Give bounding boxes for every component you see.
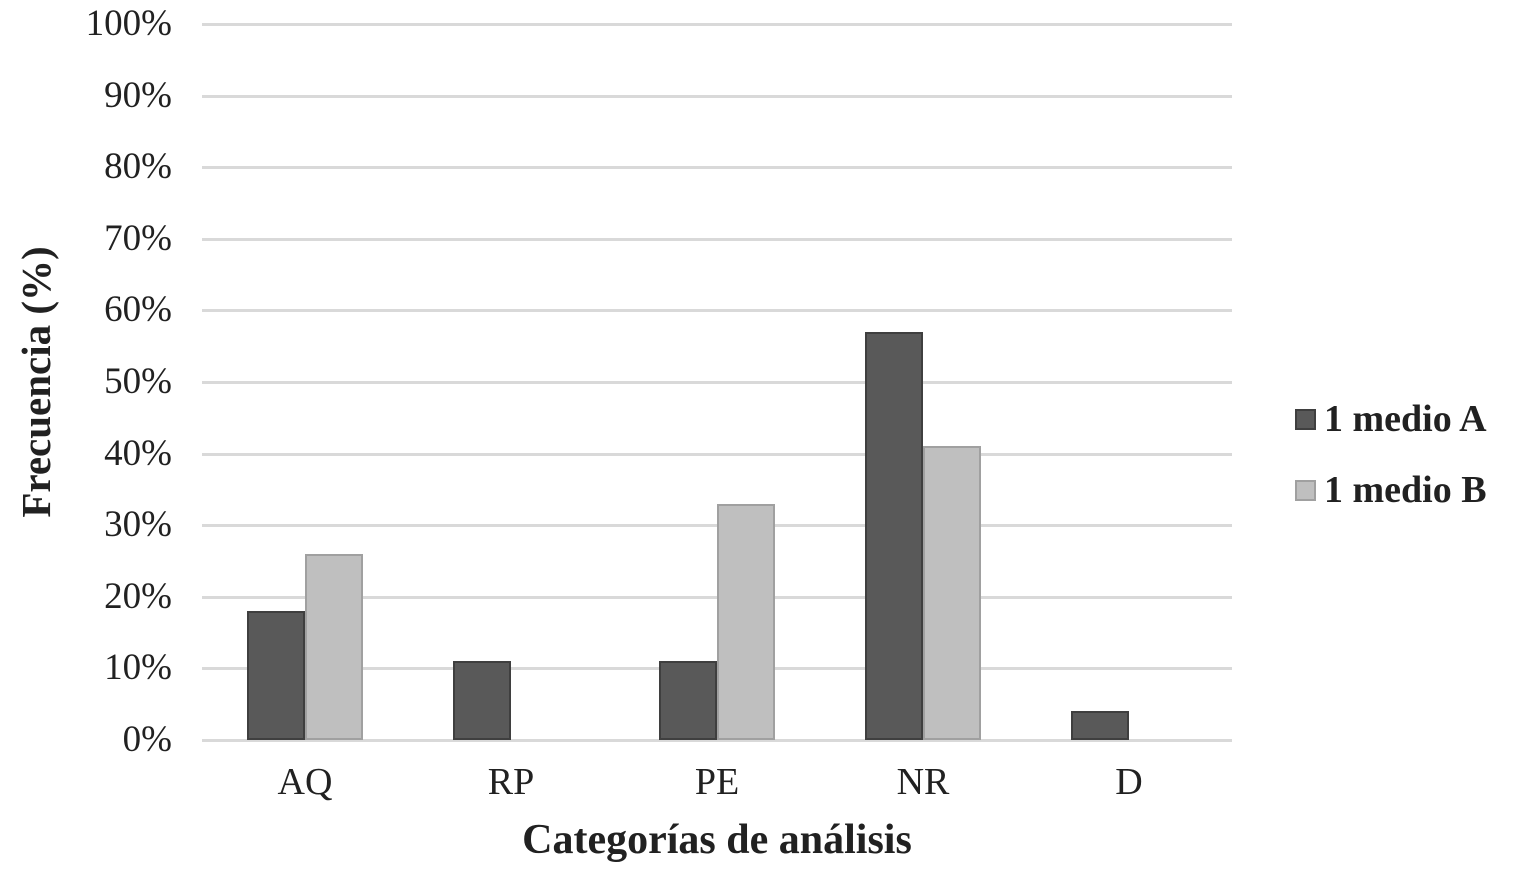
bar-NR-series-a [865,332,923,740]
gridline-90 [202,95,1232,98]
gridline-70 [202,238,1232,241]
bar-NR-series-b [923,446,981,740]
y-tick-label-60: 60% [104,289,172,330]
bar-RP-series-a [453,661,511,740]
legend-label-series-a: 1 medio A [1324,398,1487,440]
x-category-label-D: D [1115,761,1143,803]
gridline-40 [202,453,1232,456]
x-category-label-NR: NR [896,761,950,803]
y-tick-label-10: 10% [104,647,172,688]
y-tick-label-70: 70% [104,218,172,259]
bar-PE-series-b [717,504,775,740]
gridline-50 [202,381,1232,384]
gridline-0 [202,739,1232,742]
bar-PE-series-a [659,661,717,740]
x-category-label-PE: PE [694,761,740,803]
legend-entry-series-a: 1 medio A [1295,397,1487,441]
legend-label-series-b: 1 medio B [1324,469,1487,511]
x-category-label-AQ: AQ [277,761,333,803]
bar-D-series-a [1071,711,1129,740]
gridline-60 [202,309,1232,312]
y-tick-label-80: 80% [104,146,172,187]
x-axis-title: Categorías de análisis [522,817,912,863]
y-tick-label-30: 30% [104,504,172,545]
y-tick-label-100: 100% [85,3,172,44]
legend-entry-series-b: 1 medio B [1295,468,1487,512]
bar-AQ-series-a [247,611,305,740]
gridline-80 [202,166,1232,169]
bar-AQ-series-b [305,554,363,740]
y-tick-label-90: 90% [104,75,172,116]
plot-area [202,23,1232,742]
y-tick-label-20: 20% [104,576,172,617]
gridline-100 [202,23,1232,26]
legend-swatch-series-b [1295,479,1316,501]
y-axis-tick-labels: 0% 10% 20% 30% 40% 50% 60% 70% 80% 90% 100% [0,0,172,879]
legend-swatch-series-a [1295,408,1316,430]
y-tick-label-40: 40% [104,433,172,474]
y-tick-label-0: 0% [122,719,172,760]
y-tick-label-50: 50% [104,361,172,402]
x-category-label-RP: RP [487,761,535,803]
